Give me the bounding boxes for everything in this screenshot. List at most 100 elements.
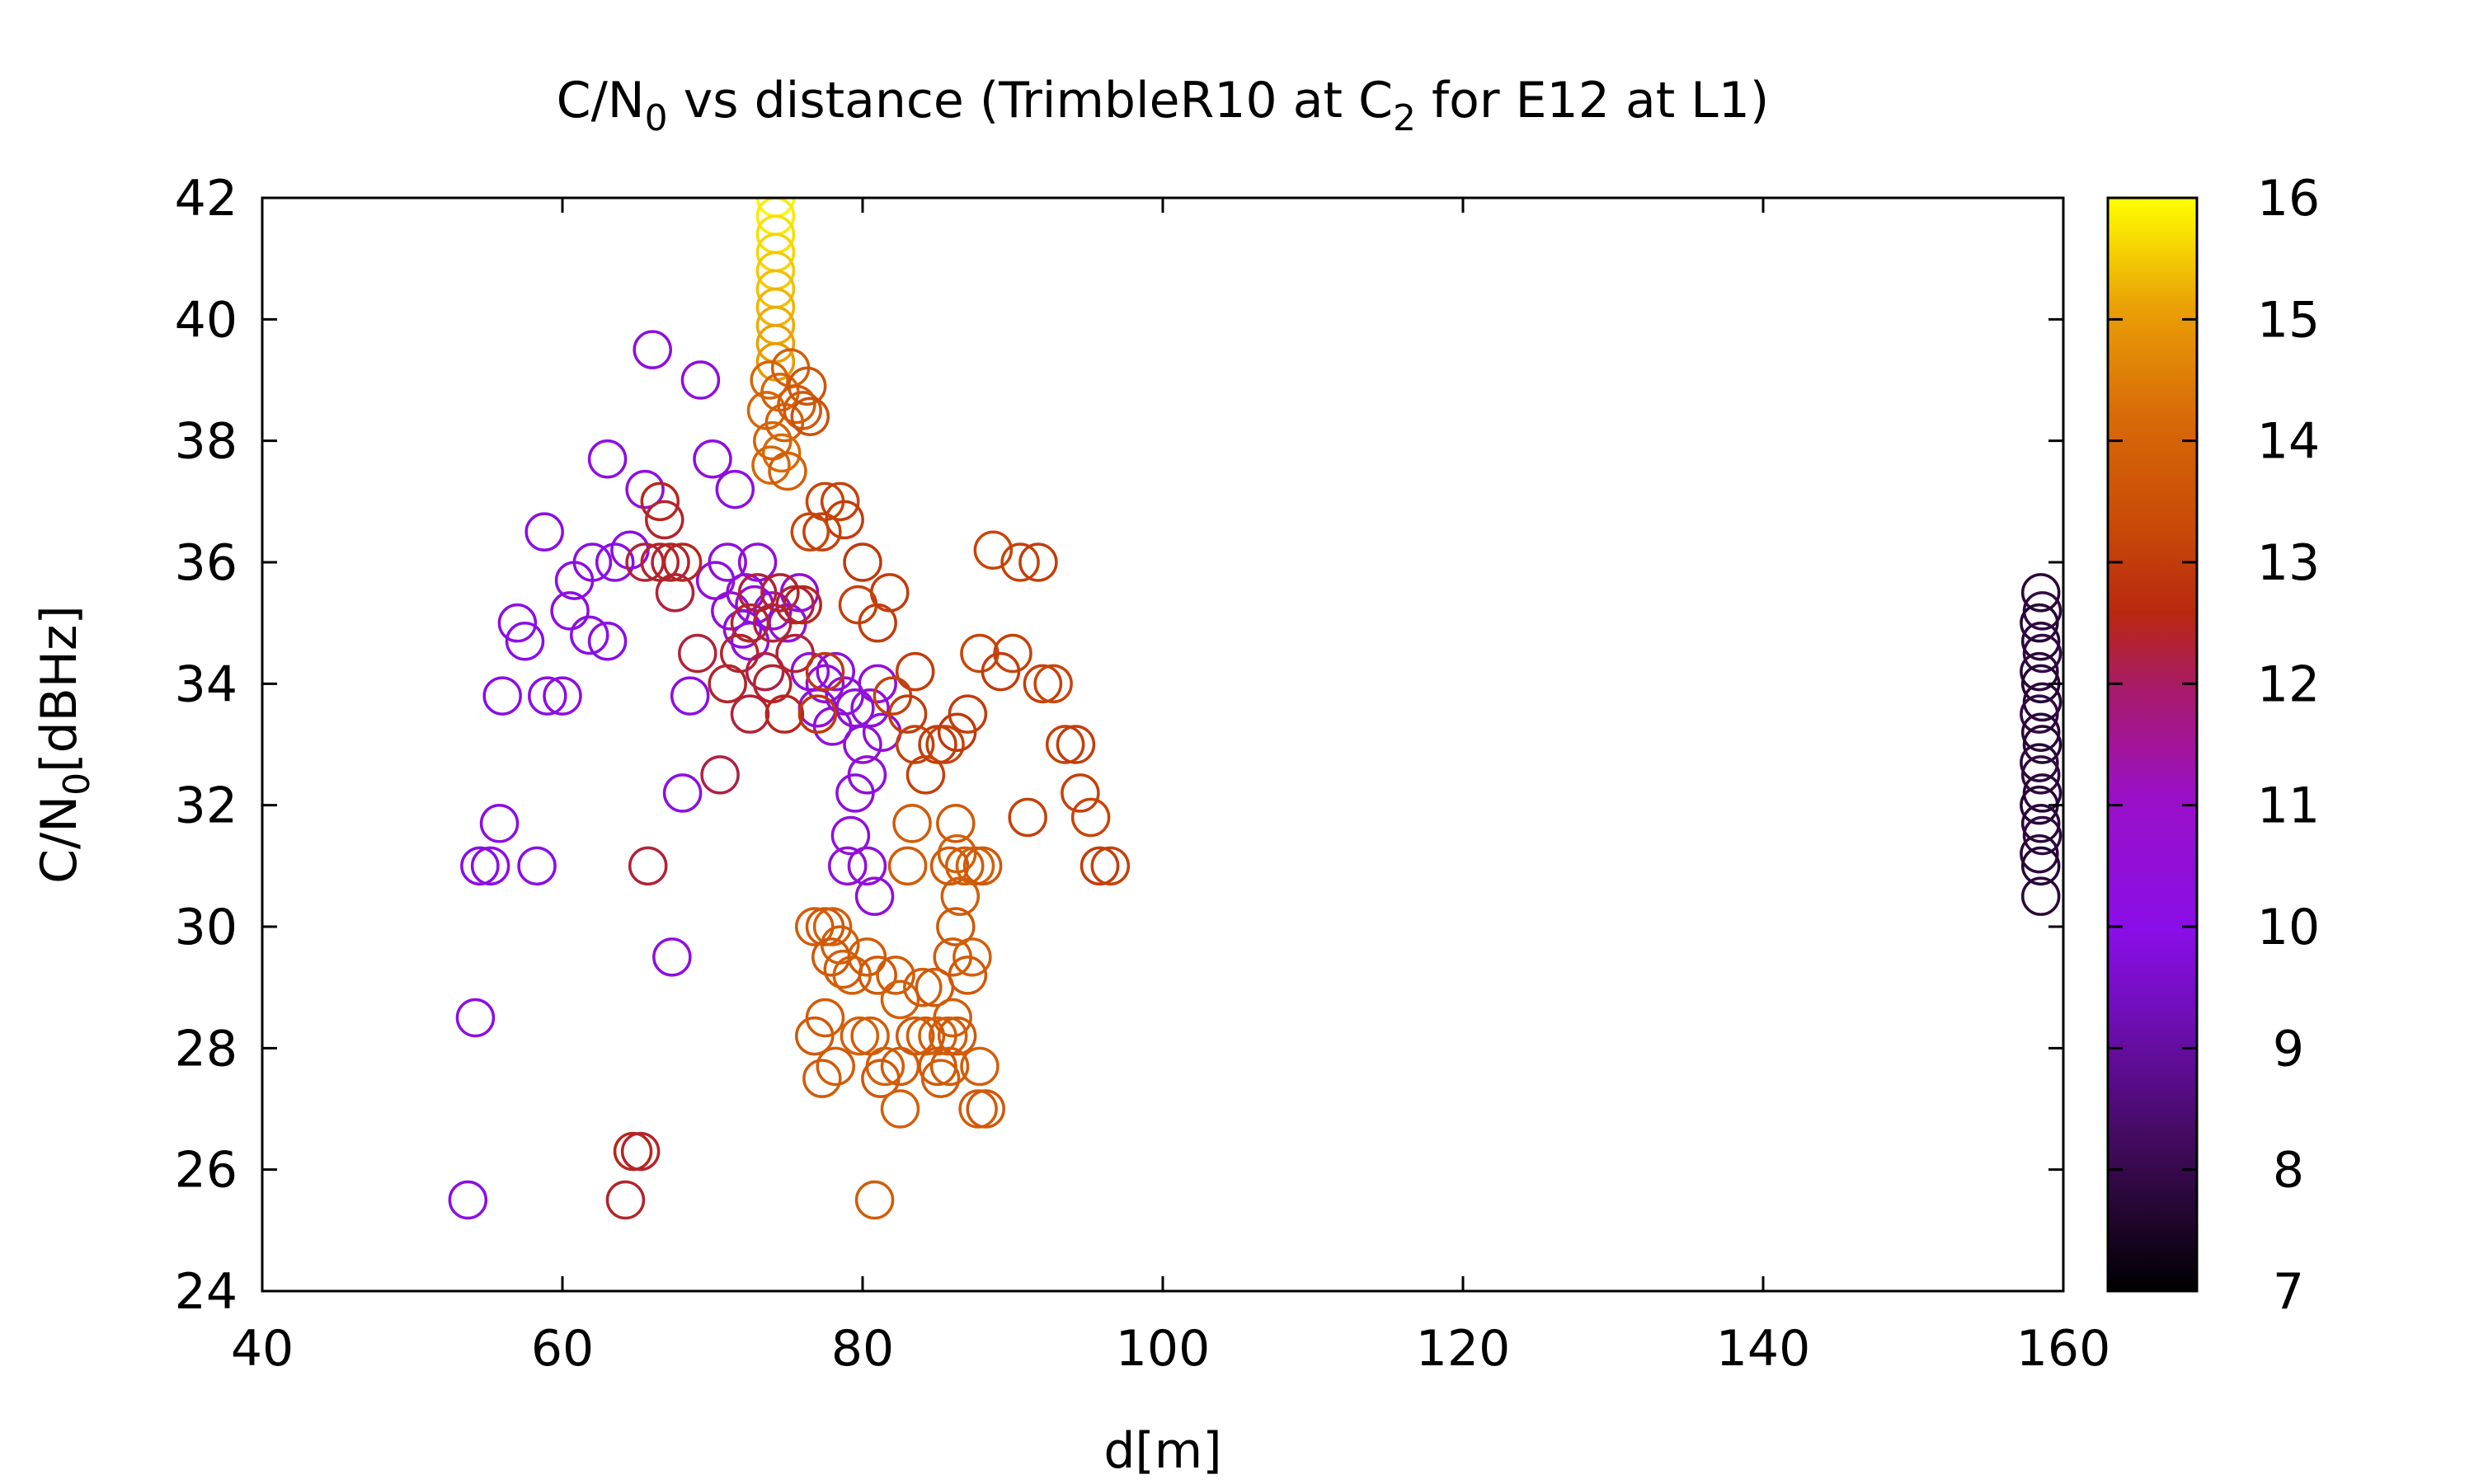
data-point: [816, 651, 855, 692]
data-point: [895, 725, 935, 764]
data-point: [761, 433, 802, 473]
data-point: [595, 542, 635, 582]
data-point: [816, 1046, 855, 1087]
data-point: [936, 804, 976, 843]
data-point: [920, 1059, 961, 1098]
data-point: [693, 439, 732, 479]
data-point: [2020, 573, 2061, 613]
data-point: [850, 688, 890, 728]
data-point: [835, 773, 875, 813]
y-tick-label: 42: [175, 170, 238, 228]
data-point: [937, 1016, 977, 1056]
data-point: [497, 603, 538, 643]
y-tick-label: 26: [175, 1142, 238, 1200]
data-point: [662, 773, 703, 813]
data-point: [517, 846, 557, 886]
data-point: [880, 1089, 920, 1129]
data-point: [892, 804, 932, 843]
data-point: [962, 846, 1003, 886]
data-point: [936, 907, 976, 946]
data-point: [730, 694, 770, 734]
data-point: [805, 651, 845, 692]
data-point: [760, 573, 800, 613]
y-axis-label: C/N0[dBHz]: [31, 605, 98, 884]
data-point: [925, 725, 965, 764]
data-point: [854, 1180, 895, 1220]
data-point: [2020, 755, 2061, 795]
colorbar: [2106, 196, 2199, 1293]
colorbar-tick-label: 8: [2273, 1142, 2304, 1200]
data-point: [887, 694, 928, 734]
data-point: [460, 846, 500, 886]
data-point: [1008, 797, 1047, 838]
data-point: [625, 469, 665, 510]
data-point: [802, 1059, 842, 1098]
data-point: [482, 676, 522, 716]
data-point: [662, 542, 703, 582]
chart-title: C/N0 vs distance (TrimbleR10 at C2 for E…: [557, 72, 1770, 139]
data-point: [1045, 725, 1085, 764]
data-point: [828, 846, 868, 886]
data-point: [790, 512, 830, 552]
data-point: [1061, 773, 1100, 813]
data-point: [745, 651, 785, 692]
data-point: [2022, 725, 2062, 764]
data-point: [1056, 725, 1096, 764]
data-point: [966, 1089, 1005, 1129]
data-point: [645, 500, 684, 540]
colorbar-tick-label: 16: [2257, 170, 2320, 228]
data-point: [700, 755, 740, 795]
data-point: [840, 1016, 880, 1056]
data-point: [543, 676, 582, 716]
data-point: [2020, 694, 2059, 734]
x-axis-label: d[m]: [1103, 1422, 1221, 1480]
data-point: [948, 694, 988, 734]
data-point: [2020, 712, 2061, 753]
data-point: [887, 846, 928, 886]
y-tick-label: 32: [175, 777, 238, 835]
y-tick-label: 40: [175, 291, 238, 349]
data-point: [2020, 804, 2061, 843]
data-point: [795, 907, 835, 946]
data-point: [847, 846, 887, 886]
data-point: [640, 481, 680, 522]
data-point: [858, 956, 897, 995]
data-point: [783, 585, 822, 625]
data-point: [613, 1131, 653, 1172]
data-point: [973, 530, 1014, 571]
data-point: [928, 1016, 968, 1056]
data-point: [787, 366, 827, 406]
data-point: [2020, 651, 2059, 692]
data-point: [2022, 815, 2062, 856]
data-point: [854, 876, 895, 916]
data-point: [605, 1180, 646, 1220]
x-tick-label: 80: [831, 1320, 894, 1378]
data-point: [805, 664, 845, 704]
y-tick-label: 38: [175, 413, 238, 471]
data-point: [1018, 542, 1058, 582]
data-point: [960, 1046, 999, 1087]
colorbar-tick-label: 10: [2257, 899, 2320, 956]
data-point: [940, 876, 981, 916]
data-point: [651, 542, 690, 582]
y-axis: 24 26 28 30 32 34 36 38 40 42: [175, 170, 2063, 1321]
data-point: [880, 979, 920, 1020]
data-point: [587, 622, 628, 661]
colorbar-tick-label: 7: [2273, 1263, 2304, 1321]
colorbar-tick-label: 15: [2257, 291, 2320, 349]
data-point: [670, 676, 710, 716]
data-point: [2020, 622, 2061, 661]
data-point: [783, 391, 822, 430]
data-point: [751, 445, 791, 485]
data-point: [1070, 797, 1111, 838]
data-point: [777, 384, 816, 425]
data-point: [2022, 633, 2062, 674]
data-point: [1090, 846, 1131, 886]
data-point: [587, 439, 628, 479]
colorbar-tick-label: 13: [2257, 534, 2320, 592]
data-point: [915, 967, 955, 1007]
data-point: [550, 591, 590, 631]
data-point: [470, 846, 510, 886]
data-point: [479, 804, 520, 843]
